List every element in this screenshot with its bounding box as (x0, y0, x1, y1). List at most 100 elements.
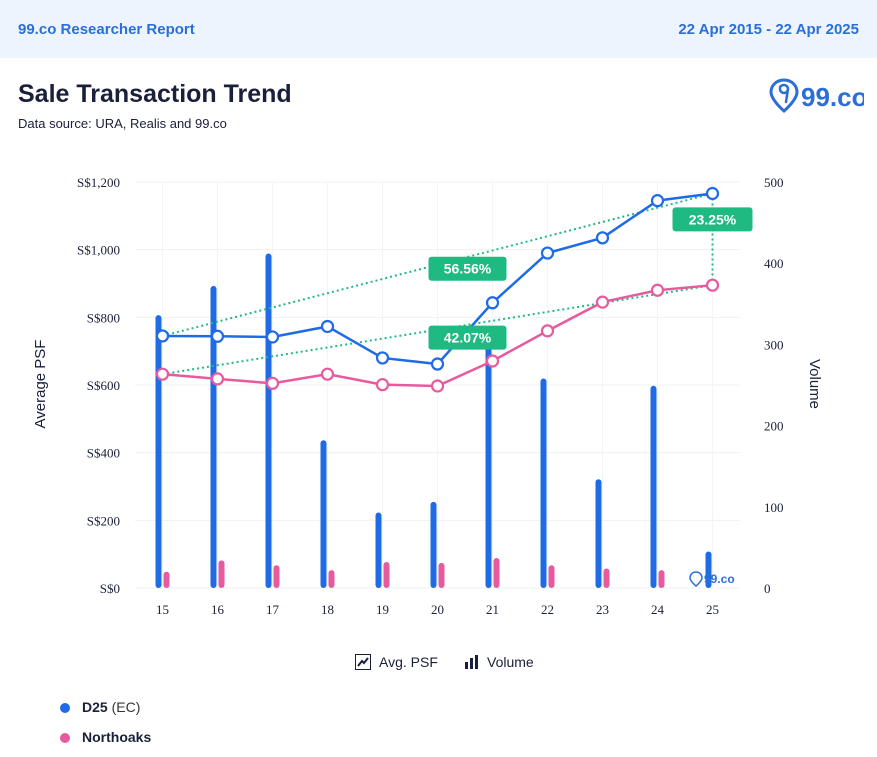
volume-bar-d25 (375, 512, 382, 588)
psf-point-northoaks (540, 324, 555, 338)
trend-badge (428, 256, 507, 281)
psf-point-d25 (540, 246, 555, 260)
psf-point-northoaks (430, 379, 445, 393)
y2-tick-label: 0 (764, 581, 771, 596)
chart-subtitle: Data source: URA, Realis and 99.co (18, 116, 227, 131)
trend-badge (428, 325, 507, 350)
x-tick-label: 17 (266, 602, 280, 617)
psf-point-d25 (650, 194, 665, 208)
legend-series-northoaks-name: Northoaks (82, 729, 152, 745)
volume-bar-northoaks (658, 570, 665, 588)
volume-bar-northoaks (273, 565, 280, 588)
trend-badge-label: 56.56% (444, 261, 492, 277)
x-tick-label: 15 (156, 602, 169, 617)
psf-point-d25 (595, 231, 610, 245)
psf-point-d25 (155, 329, 170, 343)
volume-bar-northoaks (548, 565, 555, 588)
psf-point-northoaks (485, 354, 500, 368)
y-axis-label: Average PSF (32, 340, 49, 429)
psf-point-northoaks (265, 376, 280, 390)
psf-point-d25 (265, 330, 280, 344)
x-tick-label: 23 (596, 602, 609, 617)
legend-avg-psf-label: Avg. PSF (379, 654, 438, 670)
y2-tick-label: 100 (764, 500, 784, 515)
psf-point-northoaks (650, 283, 665, 297)
bar-chart-icon (465, 655, 478, 669)
sale-transaction-chart: S$0 S$200 S$400 S$600 S$800 S$1,000 S$1,200 0 1… (32, 175, 823, 617)
report-date-range: 22 Apr 2015 - 22 Apr 2025 (678, 21, 859, 38)
psf-point-northoaks (155, 367, 170, 381)
volume-bar-d25 (265, 253, 272, 588)
x-tick-label: 16 (211, 602, 225, 617)
legend-series-d25-name: D25 (82, 699, 108, 715)
volume-bar-northoaks (438, 562, 445, 588)
y-tick-label: S$400 (87, 446, 120, 461)
watermark-text: 99.co (704, 572, 735, 586)
volume-bar-d25 (210, 285, 217, 588)
legend-volume[interactable]: Volume (463, 654, 534, 670)
y-axis-ticks: S$0 S$200 S$400 S$600 S$800 S$1,000 S$1,200 (77, 175, 120, 596)
y2-tick-label: 200 (764, 419, 784, 434)
volume-bar-northoaks (218, 560, 225, 588)
y2-tick-label: 500 (764, 175, 784, 190)
trend-badge-label: 23.25% (689, 211, 737, 227)
volume-bar-northoaks (328, 570, 335, 588)
volume-bar-d25 (485, 334, 492, 588)
psf-point-d25 (375, 351, 390, 365)
volume-bars (155, 253, 712, 588)
y2-axis-ticks: 0 100 200 300 400 500 (764, 175, 784, 596)
psf-point-northoaks (320, 367, 335, 381)
x-tick-label: 21 (486, 602, 499, 617)
psf-point-northoaks (375, 378, 390, 392)
psf-point-d25 (485, 296, 500, 310)
x-tick-label: 18 (321, 602, 334, 617)
x-tick-label: 25 (706, 602, 719, 617)
y2-axis-label: Volume (806, 359, 823, 409)
volume-bar-northoaks (383, 562, 390, 588)
volume-bar-northoaks (163, 571, 170, 588)
volume-bar-northoaks (493, 557, 500, 588)
psf-point-d25 (210, 329, 225, 343)
location-pin-icon (769, 78, 799, 113)
trend-badge-label: 42.07% (444, 330, 492, 346)
legend-volume-label: Volume (487, 654, 534, 670)
psf-point-d25 (430, 357, 445, 371)
volume-bar-d25 (430, 501, 437, 588)
legend-series-northoaks[interactable]: Northoaks (60, 729, 151, 745)
psf-points (155, 186, 720, 393)
watermark-pin-icon (689, 571, 703, 587)
legend-dot-northoaks (60, 733, 70, 744)
psf-point-northoaks (595, 295, 610, 309)
x-tick-label: 19 (376, 602, 389, 617)
x-tick-label: 22 (541, 602, 554, 617)
psf-point-northoaks (705, 278, 720, 292)
y-tick-label: S$0 (100, 581, 120, 596)
legend-avg-psf[interactable]: Avg. PSF (355, 654, 438, 670)
volume-bar-d25 (705, 551, 712, 588)
y-tick-label: S$1,200 (77, 175, 120, 190)
chart-title: Sale Transaction Trend (18, 80, 292, 108)
legend-series-d25-suffix: (EC) (107, 699, 141, 715)
volume-bar-d25 (540, 378, 547, 588)
y2-tick-label: 300 (764, 337, 784, 352)
x-tick-label: 24 (651, 602, 665, 617)
volume-bar-d25 (320, 440, 327, 588)
y-tick-label: S$1,000 (77, 243, 120, 258)
y2-tick-label: 400 (764, 256, 784, 271)
legend-series-d25[interactable]: D25 (EC) (60, 699, 140, 715)
report-header-bar: 99.co Researcher Report 22 Apr 2015 - 22… (0, 0, 877, 58)
psf-point-northoaks (210, 372, 225, 386)
legend-dot-d25 (60, 703, 70, 714)
brand-logo: 99.co (769, 78, 864, 113)
volume-bar-d25 (155, 315, 162, 588)
y-tick-label: S$800 (87, 310, 120, 325)
x-axis-ticks: 15 16 17 18 19 20 21 22 23 24 25 (156, 602, 719, 617)
line-chart-icon (355, 654, 371, 670)
psf-point-d25 (320, 319, 335, 334)
x-tick-label: 20 (431, 602, 444, 617)
report-brand: 99.co Researcher Report (18, 21, 195, 38)
chart-watermark: 99.co (689, 571, 735, 587)
y-tick-label: S$600 (87, 378, 120, 393)
logo-text: 99.co (801, 82, 864, 112)
psf-point-d25 (705, 186, 720, 201)
